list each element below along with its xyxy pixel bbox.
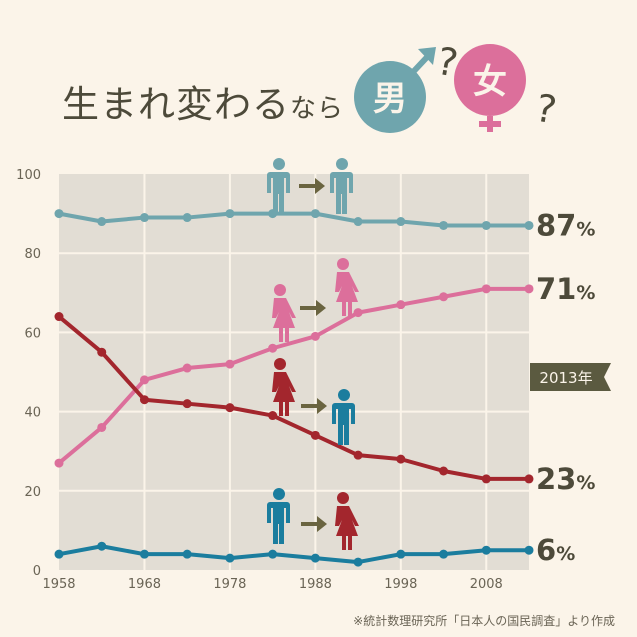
title-main: 生まれ変わる xyxy=(62,83,290,126)
y-tick-label: 0 xyxy=(33,564,41,579)
series-male_male xyxy=(54,209,534,230)
data-point xyxy=(396,454,406,464)
y-tick-label: 80 xyxy=(24,247,41,262)
data-point xyxy=(54,209,64,219)
data-point xyxy=(97,422,107,432)
data-point xyxy=(268,343,278,353)
data-point xyxy=(396,549,406,559)
data-point xyxy=(225,209,235,219)
series-male_female xyxy=(54,541,534,567)
data-point xyxy=(353,557,363,567)
page-title: 生まれ変わるなら xyxy=(62,74,344,128)
y-tick-label: 60 xyxy=(24,326,41,341)
data-point xyxy=(396,217,406,227)
data-point xyxy=(481,220,491,230)
data-point xyxy=(225,403,235,413)
female-emblem-label: 女 xyxy=(473,62,507,102)
series-line xyxy=(58,544,529,565)
end-label: 6% xyxy=(536,533,575,567)
data-point xyxy=(139,213,149,223)
data-point xyxy=(225,359,235,369)
data-point xyxy=(139,549,149,559)
data-point xyxy=(439,549,449,559)
x-tick-label: 1968 xyxy=(128,577,161,592)
data-point xyxy=(182,549,192,559)
y-tick-label: 20 xyxy=(24,485,41,500)
source-note: ※統計数理研究所「日本人の国民調査」より作成 xyxy=(353,614,615,628)
data-point xyxy=(97,541,107,551)
end-labels: 87% 71% 23% 6% xyxy=(536,208,595,567)
year-badge: 2013年 xyxy=(530,363,611,391)
data-point xyxy=(524,474,534,484)
end-label: 23% xyxy=(536,462,595,496)
male-emblem-label: 男 xyxy=(373,79,407,119)
y-tick-label: 100 xyxy=(16,168,41,183)
question-mark-2: ? xyxy=(532,86,560,133)
series-female_female xyxy=(54,284,534,468)
data-point xyxy=(54,549,64,559)
title-small: なら xyxy=(290,94,345,124)
data-point xyxy=(139,375,149,385)
series-lines xyxy=(54,209,534,567)
data-point xyxy=(139,395,149,405)
plot-background xyxy=(59,174,529,570)
data-point xyxy=(396,300,406,310)
female-emblem: 女 xyxy=(454,44,526,132)
data-point xyxy=(182,363,192,373)
data-point xyxy=(353,308,363,318)
data-point xyxy=(54,458,64,468)
series-line xyxy=(57,286,529,465)
x-tick-label: 2008 xyxy=(470,577,503,592)
data-point xyxy=(310,430,320,440)
data-point xyxy=(524,284,534,294)
x-tick-label: 1998 xyxy=(384,577,417,592)
data-point xyxy=(353,450,363,460)
data-point xyxy=(182,399,192,409)
x-axis-ticks: 1958 1968 1978 1988 1998 2008 xyxy=(42,577,502,592)
data-point xyxy=(481,545,491,555)
data-point xyxy=(310,553,320,563)
data-point xyxy=(310,209,320,219)
x-tick-label: 1988 xyxy=(299,577,332,592)
series-line xyxy=(57,315,529,481)
end-label: 87% xyxy=(536,208,595,242)
series-female_male xyxy=(54,312,534,484)
data-point xyxy=(268,411,278,421)
data-point xyxy=(353,217,363,227)
data-point xyxy=(182,213,192,223)
data-point xyxy=(97,217,107,227)
data-point xyxy=(524,545,534,555)
data-point xyxy=(481,474,491,484)
year-badge-text: 2013年 xyxy=(539,369,592,387)
data-point xyxy=(524,220,534,230)
data-point xyxy=(97,347,107,357)
x-tick-label: 1958 xyxy=(42,577,75,592)
data-point xyxy=(54,312,64,322)
x-tick-label: 1978 xyxy=(213,577,246,592)
data-point xyxy=(439,466,449,476)
male-emblem: 男 xyxy=(354,47,436,133)
data-point xyxy=(310,331,320,341)
data-point xyxy=(481,284,491,294)
y-axis-ticks: 0 20 40 60 80 100 xyxy=(16,168,41,579)
series-line xyxy=(58,211,529,228)
y-tick-label: 40 xyxy=(24,406,41,421)
data-point xyxy=(225,553,235,563)
data-point xyxy=(268,549,278,559)
end-label: 71% xyxy=(536,272,595,306)
data-point xyxy=(439,220,449,230)
data-point xyxy=(439,292,449,302)
grid xyxy=(59,174,529,570)
